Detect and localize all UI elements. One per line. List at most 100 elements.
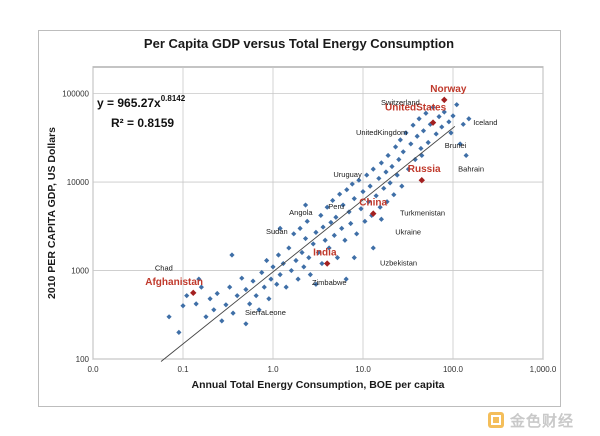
- data-point: [243, 321, 249, 327]
- country-label: Brunei: [445, 141, 467, 150]
- country-label: Norway: [430, 84, 467, 95]
- data-point: [339, 225, 345, 231]
- data-point: [348, 220, 354, 227]
- data-point: [343, 276, 349, 282]
- data-point: [454, 102, 460, 108]
- data-point: [396, 156, 402, 163]
- data-point: [337, 191, 343, 197]
- data-point: [315, 249, 322, 256]
- plot-area: [92, 66, 544, 360]
- y-axis-title: 2010 PER CAPITA GDP, US Dollars: [46, 127, 58, 299]
- equation-prefix: y = 965.27x: [97, 96, 161, 110]
- data-point: [291, 231, 297, 237]
- scatter-chart: Per Capita GDP versus Total Energy Consu…: [46, 36, 557, 391]
- country-labels: Norway UnitedStates Russia China India Afghan…: [145, 84, 497, 317]
- data-point: [234, 293, 240, 299]
- equation-exponent: 0.8142: [161, 94, 186, 103]
- country-label: UnitedStates: [385, 103, 447, 114]
- data-point: [310, 241, 316, 247]
- data-point: [416, 116, 422, 122]
- data-point: [403, 130, 409, 136]
- data-point: [176, 329, 182, 335]
- data-point: [307, 271, 313, 278]
- data-point: [261, 284, 267, 290]
- data-point: [370, 245, 376, 251]
- data-point: [349, 181, 355, 187]
- data-point: [354, 231, 360, 237]
- country-label: Zimbabwe: [312, 278, 347, 287]
- data-point: [247, 301, 253, 307]
- data-point: [397, 137, 403, 143]
- data-point: [351, 196, 357, 202]
- data-point: [377, 204, 383, 210]
- data-point: [412, 156, 418, 163]
- data-point: [239, 275, 245, 281]
- x-tick-label: 1.0: [267, 365, 279, 374]
- data-point: [381, 185, 387, 191]
- x-tick-label: 10.0: [355, 365, 371, 374]
- x-axis-ticks: 0.0 0.1 1.0 10.0 100.0 1,000.0: [87, 365, 556, 374]
- data-point: [229, 252, 235, 258]
- x-axis-title: Annual Total Energy Consumption, BOE per…: [192, 379, 445, 391]
- data-point: [373, 193, 379, 199]
- data-point: [466, 116, 472, 122]
- trendline-equation: y = 965.27x0.8142: [97, 94, 186, 110]
- data-point: [346, 209, 352, 215]
- data-point: [334, 255, 341, 261]
- data-point: [367, 183, 373, 189]
- country-label: Angola: [289, 208, 313, 217]
- country-label: Switzerland: [381, 98, 420, 107]
- trendline-group: [160, 125, 456, 362]
- data-point: [405, 166, 412, 172]
- data-point: [391, 192, 397, 198]
- data-point: [320, 224, 326, 230]
- data-point: [326, 245, 332, 251]
- trendline: [160, 125, 456, 362]
- country-label: Peru: [328, 202, 344, 211]
- data-point: [302, 235, 309, 242]
- data-point: [433, 131, 439, 137]
- country-label: UnitedKingdom: [356, 128, 407, 137]
- highlight-point: [370, 210, 377, 217]
- data-point: [392, 144, 399, 150]
- data-point: [414, 133, 420, 139]
- data-point: [351, 255, 357, 261]
- country-label: Sudan: [266, 227, 288, 236]
- data-point: [423, 110, 429, 116]
- y-tick-label: 100: [76, 355, 90, 364]
- data-point: [420, 128, 427, 134]
- data-point: [356, 177, 362, 183]
- data-point: [243, 286, 249, 293]
- data-point: [180, 303, 186, 309]
- watermark: 金色财经: [486, 409, 574, 431]
- data-point: [399, 183, 405, 189]
- country-label: Iceland: [473, 118, 497, 127]
- country-label: Russia: [408, 164, 441, 175]
- r-squared: R² = 0.8159: [111, 116, 174, 130]
- data-point: [219, 318, 225, 324]
- country-label: Turkmenistan: [400, 208, 445, 217]
- data-point: [184, 293, 190, 299]
- watermark-text: 金色财经: [510, 412, 575, 430]
- country-label: Afghanistan: [145, 277, 203, 288]
- data-point: [306, 255, 312, 261]
- data-point: [268, 276, 274, 282]
- data-point: [384, 199, 390, 205]
- data-point: [270, 264, 276, 270]
- gridlines: [92, 67, 544, 360]
- data-point: [211, 307, 217, 313]
- data-point: [166, 314, 172, 320]
- data-point: [328, 219, 334, 226]
- data-point: [385, 152, 391, 159]
- data-point: [410, 122, 416, 128]
- country-label: Uzbekistan: [380, 259, 417, 268]
- data-point: [364, 172, 370, 178]
- data-point: [286, 245, 292, 251]
- highlight-point: [190, 289, 197, 297]
- data-point: [313, 229, 319, 235]
- country-label: SierraLeone: [245, 308, 286, 317]
- x-tick-label: 100.0: [443, 365, 464, 374]
- data-point: [376, 175, 382, 182]
- data-point: [342, 237, 348, 243]
- data-point: [369, 212, 375, 219]
